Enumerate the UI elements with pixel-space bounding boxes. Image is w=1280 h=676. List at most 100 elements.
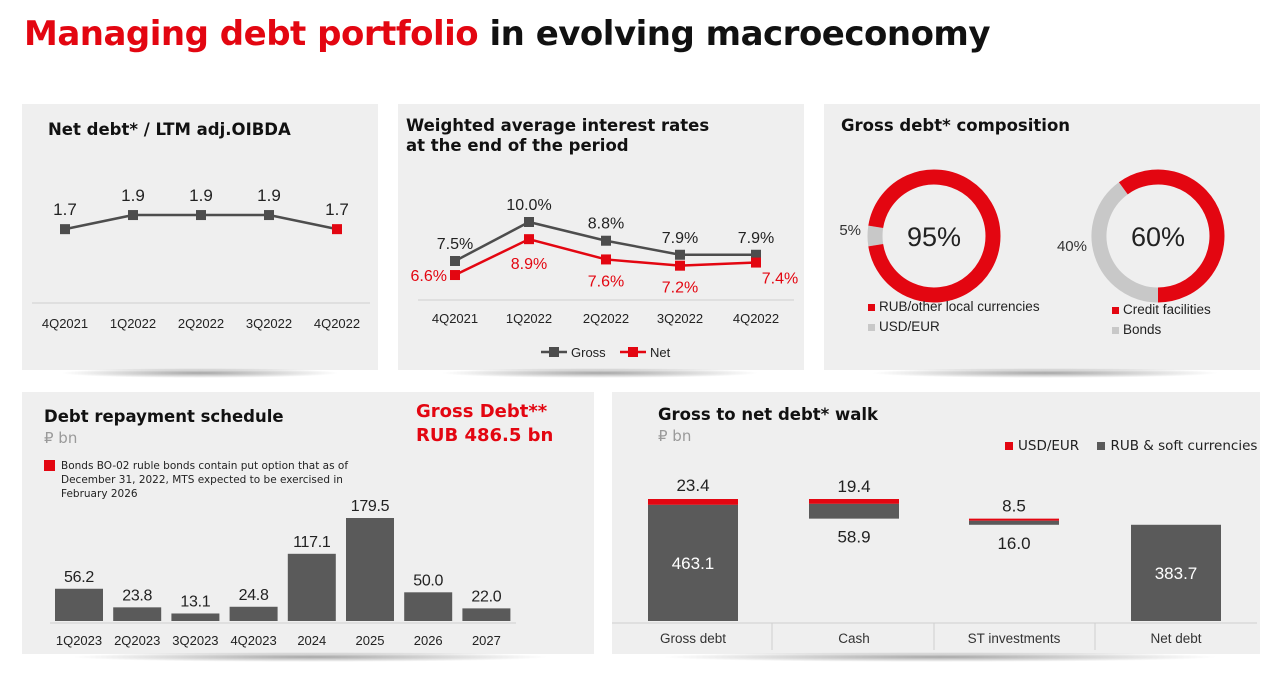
x-tick-label: 1Q2022 xyxy=(506,311,552,326)
repayment-bar xyxy=(55,588,103,621)
repayment-x-label: 2Q2023 xyxy=(114,633,160,648)
donut-center-label: 95% xyxy=(907,222,961,252)
repayment-value-label: 24.8 xyxy=(239,587,269,604)
data-label: 1.7 xyxy=(53,200,77,219)
donut-center-label: 60% xyxy=(1131,222,1185,252)
donut-minor-label: 40% xyxy=(1057,238,1087,255)
repayment-bar xyxy=(287,553,336,621)
repayment-note: Bonds BO-02 ruble bonds contain put opti… xyxy=(44,459,389,501)
gross-point xyxy=(450,256,460,266)
repayment-value-label: 22.0 xyxy=(471,588,501,605)
walk-unit: ₽ bn xyxy=(658,427,692,445)
x-tick-label: 4Q2022 xyxy=(314,316,360,331)
walk-rub-label: 383.7 xyxy=(1155,564,1198,583)
legend-major-label: Credit facilities xyxy=(1123,302,1211,317)
donut-slice-minor xyxy=(1091,182,1159,303)
repayment-bar xyxy=(229,606,278,621)
x-tick-label: 4Q2021 xyxy=(42,316,88,331)
net-point xyxy=(450,270,460,281)
donut-slice-minor xyxy=(867,225,884,247)
repayment-bar xyxy=(171,613,220,621)
walk-x-label: Gross debt xyxy=(660,631,726,646)
x-tick-label: 3Q2022 xyxy=(657,311,703,326)
walk-rub-label: 463.1 xyxy=(672,554,715,573)
net-point xyxy=(524,234,534,245)
net-label: 8.9% xyxy=(511,256,547,273)
repayment-x-label: 2025 xyxy=(356,633,385,648)
walk-shadow xyxy=(660,652,1220,662)
repayment-x-label: 2027 xyxy=(472,633,501,648)
legend-rub-swatch xyxy=(1097,442,1106,450)
net-label: 7.6% xyxy=(588,273,624,290)
ratio-shadow xyxy=(60,368,340,378)
data-point xyxy=(128,210,138,221)
repayment-panel: Debt repayment schedule ₽ bn Gross Debt*… xyxy=(22,392,594,654)
composition-panel-title: Gross debt* composition xyxy=(841,116,1071,135)
data-point xyxy=(264,210,274,221)
data-label: 1.7 xyxy=(325,200,349,219)
gross-label: 7.9% xyxy=(738,230,774,247)
composition-chart: 95% 5% RUB/other local currencies USD/EUR 60… xyxy=(839,169,1225,337)
donut-minor-label: 5% xyxy=(839,222,861,239)
repayment-value-label: 50.0 xyxy=(413,572,443,589)
repayment-value-label: 179.5 xyxy=(351,498,390,515)
repayment-x-label: 4Q2023 xyxy=(230,633,276,648)
repayment-chart: 56.2 1Q2023 23.8 2Q2023 13.1 3Q2023 24.8 4Q2023… xyxy=(50,498,516,648)
walk-legend: USD/EUR RUB & soft currencies xyxy=(1005,438,1257,454)
gross-label: 7.5% xyxy=(437,236,473,253)
repayment-bar xyxy=(462,608,511,621)
repayment-bar xyxy=(404,592,453,621)
data-point xyxy=(196,210,206,221)
legend-rub-label: RUB & soft currencies xyxy=(1110,438,1258,454)
legend-gross-label: Gross xyxy=(571,345,606,360)
x-tick-label: 4Q2022 xyxy=(733,311,779,326)
walk-usd-label: 19.4 xyxy=(837,477,870,496)
data-point xyxy=(332,224,342,235)
rates-title-line1: Weighted average interest rates xyxy=(406,116,710,135)
legend-major-label: RUB/other local currencies xyxy=(879,299,1040,314)
walk-bar-usd xyxy=(809,499,899,504)
gross-debt-callout: Gross Debt** RUB 486.5 bn xyxy=(416,400,553,448)
walk-x-label: Net debt xyxy=(1150,631,1201,646)
gross-point xyxy=(675,249,685,260)
ratio-panel: Net debt* / LTM adj.OIBDA 4Q2021 1Q2022 2Q… xyxy=(22,104,378,370)
legend-minor-label: USD/EUR xyxy=(879,319,940,334)
x-tick-label: 2Q2022 xyxy=(583,311,629,326)
composition-panel: Gross debt* composition 95% 5% RUB/other l… xyxy=(824,104,1260,370)
walk-bar-rub xyxy=(969,520,1059,525)
walk-rub-label: 16.0 xyxy=(997,534,1030,553)
gross-point xyxy=(601,235,611,246)
repayment-x-label: 2024 xyxy=(297,633,326,648)
gross-point xyxy=(524,217,534,227)
legend-major-swatch xyxy=(868,304,875,311)
repayment-bar xyxy=(346,518,394,621)
legend-net-label: Net xyxy=(650,345,671,360)
legend-minor-swatch xyxy=(1112,327,1119,334)
net-label: 7.2% xyxy=(662,280,698,297)
walk-bar-usd xyxy=(648,499,738,505)
walk-usd-label: 8.5 xyxy=(1002,497,1026,516)
donut-slice-major xyxy=(868,169,1001,303)
note-text: Bonds BO-02 ruble bonds contain put opti… xyxy=(61,460,349,500)
repayment-x-label: 1Q2023 xyxy=(56,633,102,648)
net-point xyxy=(751,257,761,268)
data-label: 1.9 xyxy=(257,186,281,205)
data-label: 1.9 xyxy=(189,186,213,205)
walk-x-label: ST investments xyxy=(968,631,1061,646)
net-label: 6.6% xyxy=(411,268,447,285)
gross-point xyxy=(751,249,761,260)
x-tick-label: 2Q2022 xyxy=(178,316,224,331)
rates-chart: 4Q2021 1Q2022 2Q2022 3Q2022 4Q2022 7.5% 10.0% 8… xyxy=(411,197,799,360)
rates-title-line2: at the end of the period xyxy=(406,136,629,155)
repayment-panel-title: Debt repayment schedule xyxy=(44,407,284,426)
walk-rub-label: 58.9 xyxy=(837,528,870,547)
x-tick-label: 1Q2022 xyxy=(110,316,156,331)
walk-bar-rub xyxy=(648,504,738,621)
repayment-value-label: 56.2 xyxy=(64,569,94,586)
repayment-bar xyxy=(113,607,162,621)
walk-usd-label: 23.4 xyxy=(676,476,709,495)
composition-shadow xyxy=(870,368,1220,378)
net-point xyxy=(675,260,685,271)
repayment-value-label: 117.1 xyxy=(293,534,331,551)
gross-label: 10.0% xyxy=(506,197,551,214)
